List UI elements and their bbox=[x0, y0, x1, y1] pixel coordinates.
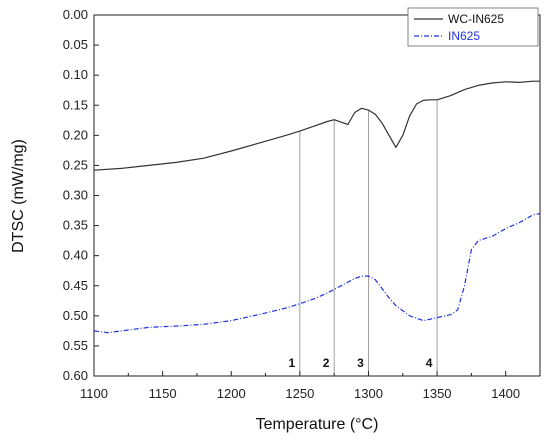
marker-labels: 1 2 3 4 bbox=[289, 356, 433, 370]
x-tick-label: 1150 bbox=[149, 386, 177, 401]
x-tick-label: 1200 bbox=[217, 386, 246, 401]
x-tick-label: 1400 bbox=[491, 386, 520, 401]
marker-label: 2 bbox=[323, 356, 330, 370]
legend-label-wc-in625: WC-IN625 bbox=[448, 12, 504, 26]
y-axis: 0.00 0.05 0.10 0.15 0.20 0.25 0.30 0.35 0.40 0.45… bbox=[63, 7, 99, 383]
y-tick-label: 0.50 bbox=[63, 308, 88, 323]
marker-label: 3 bbox=[357, 356, 364, 370]
y-tick-label: 0.40 bbox=[63, 248, 88, 263]
x-tick-label: 1350 bbox=[423, 386, 452, 401]
y-tick-label: 0.20 bbox=[63, 127, 88, 142]
legend-label-in625: IN625 bbox=[448, 29, 480, 43]
y-tick-label: 0.45 bbox=[63, 278, 88, 293]
x-tick-label: 1300 bbox=[354, 386, 383, 401]
legend: WC-IN625 IN625 bbox=[407, 7, 539, 47]
y-tick-label: 0.55 bbox=[63, 338, 88, 353]
x-tick-label: 1250 bbox=[285, 386, 314, 401]
x-axis-title: Temperature (°C) bbox=[256, 416, 379, 433]
y-tick-label: 0.15 bbox=[63, 97, 88, 112]
y-tick-label: 0.35 bbox=[63, 218, 88, 233]
marker-label: 4 bbox=[426, 356, 433, 370]
y-tick-label: 0.30 bbox=[63, 188, 88, 203]
marker-label: 1 bbox=[289, 356, 296, 370]
y-tick-label: 0.25 bbox=[63, 157, 88, 172]
x-tick-label: 1100 bbox=[80, 386, 108, 401]
series-line-wc-in625 bbox=[93, 80, 540, 171]
legend-box bbox=[407, 7, 539, 47]
series-line-in625 bbox=[93, 213, 541, 334]
marker-lines bbox=[299, 99, 438, 376]
y-tick-label: 0.05 bbox=[63, 37, 88, 52]
y-axis-title: DTSC (mW/mg) bbox=[10, 139, 27, 253]
y-tick-label: 0.00 bbox=[63, 7, 88, 22]
y-tick-label: 0.10 bbox=[63, 67, 88, 82]
y-tick-label: 0.60 bbox=[63, 368, 88, 383]
x-axis: 1100 1150 1200 1250 1300 1350 1400 bbox=[80, 371, 520, 401]
plot-frame bbox=[93, 14, 541, 377]
series-layer bbox=[93, 80, 541, 334]
